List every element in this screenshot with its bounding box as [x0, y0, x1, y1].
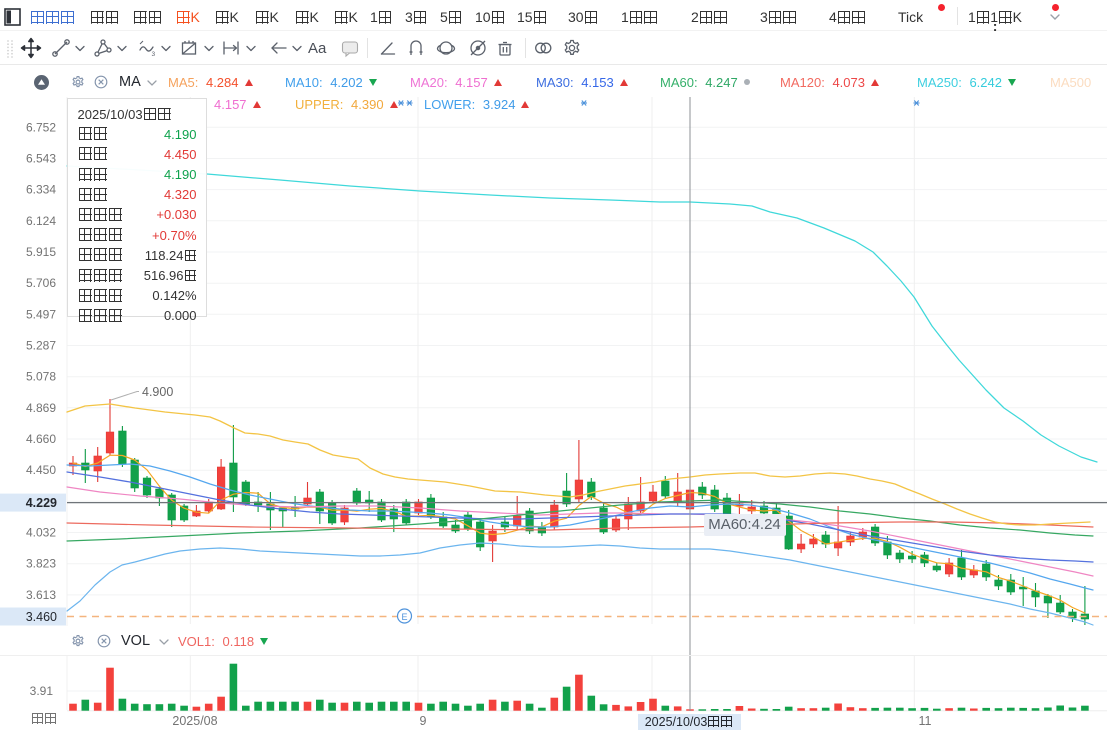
svg-text:3.613: 3.613	[26, 588, 56, 602]
svg-text:4.660: 4.660	[26, 432, 56, 446]
svg-text:4.900: 4.900	[142, 385, 173, 399]
svg-text:5.497: 5.497	[26, 307, 56, 321]
svg-text:5.915: 5.915	[26, 245, 56, 259]
svg-text:6.334: 6.334	[26, 183, 56, 197]
svg-text:5.287: 5.287	[26, 339, 56, 353]
svg-text:5.078: 5.078	[26, 370, 56, 384]
svg-text:6.752: 6.752	[26, 120, 56, 134]
svg-text:2025/08: 2025/08	[172, 714, 217, 728]
svg-text:6.124: 6.124	[26, 214, 56, 228]
svg-text:5.706: 5.706	[26, 276, 56, 290]
svg-text:3.460: 3.460	[26, 610, 57, 624]
svg-text:6.543: 6.543	[26, 152, 56, 166]
svg-text:3.823: 3.823	[26, 557, 56, 571]
svg-text:4.450: 4.450	[26, 463, 56, 477]
svg-text:9: 9	[420, 714, 427, 728]
svg-text:11: 11	[919, 714, 932, 728]
svg-text:4.869: 4.869	[26, 401, 56, 415]
svg-text:3: 3	[152, 51, 156, 58]
svg-text:4.032: 4.032	[26, 526, 56, 540]
svg-text:3.91: 3.91	[30, 684, 54, 698]
svg-text:E: E	[401, 612, 407, 622]
svg-text:4.229: 4.229	[26, 496, 57, 510]
